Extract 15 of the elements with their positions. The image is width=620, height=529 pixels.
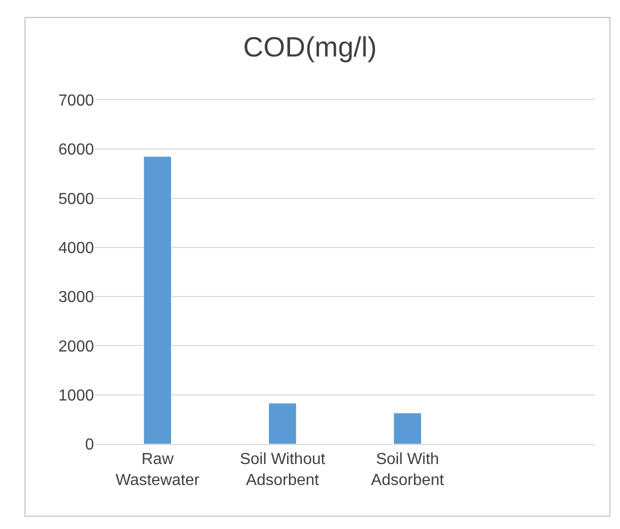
x-tick-label: Soil Without Adsorbent (240, 451, 326, 489)
chart-title: COD(mg/l) (243, 32, 377, 63)
y-tick-label: 0 (85, 436, 94, 454)
y-tick-label: 4000 (58, 240, 94, 258)
y-tick-label: 7000 (58, 92, 94, 110)
bar (144, 156, 172, 444)
y-tick-label: 1000 (58, 387, 94, 404)
x-tick-label: Raw Wastewater (116, 451, 200, 489)
bar (268, 402, 296, 444)
x-tick-label: Soil With Adsorbent (371, 451, 445, 489)
y-tick-label: 2000 (58, 338, 94, 356)
bar (394, 412, 422, 444)
y-tick-label: 5000 (58, 190, 94, 208)
y-tick-label: 6000 (58, 142, 94, 159)
y-tick-label: 3000 (58, 289, 94, 306)
